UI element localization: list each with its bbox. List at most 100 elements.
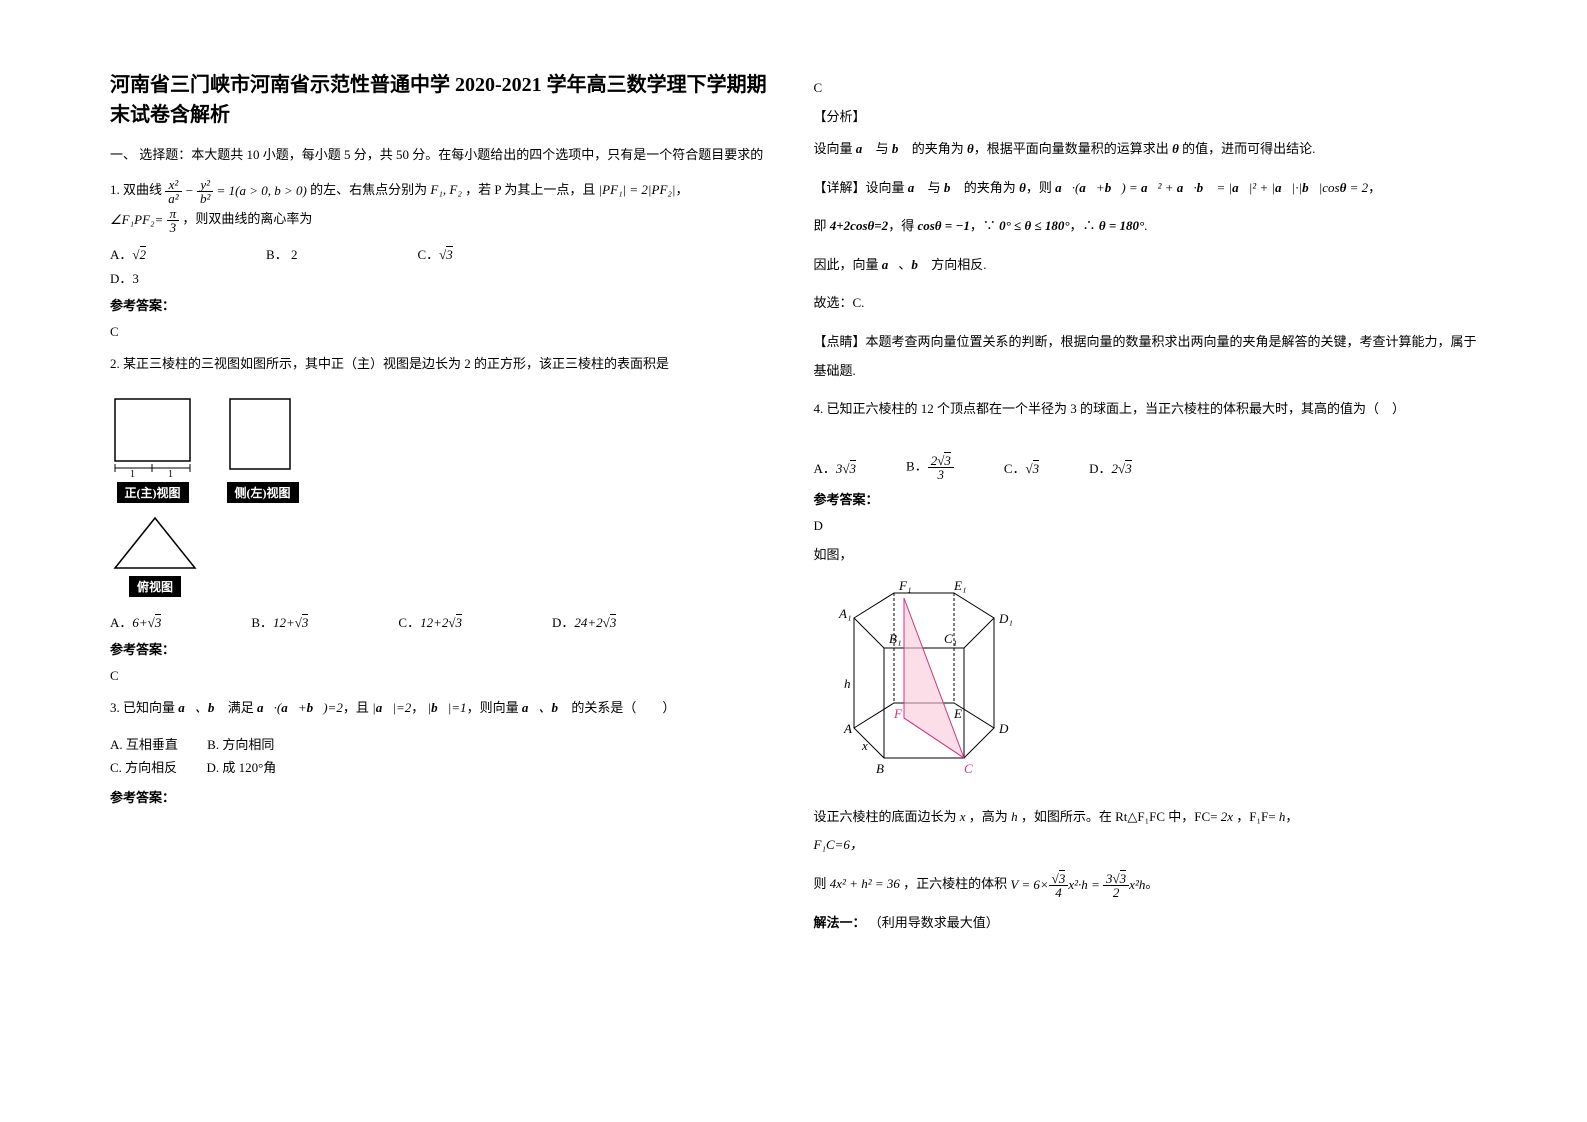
svg-text:C: C — [964, 761, 973, 776]
q1-suffix: ，则双曲线的离心率为 — [182, 211, 312, 226]
three-views-figure: 1 1 正(主)视图 侧(左)视图 俯视图 — [110, 394, 774, 597]
front-view: 1 1 正(主)视图 — [110, 394, 195, 503]
front-view-label: 正(主)视图 — [117, 482, 189, 503]
q2-optA: A．6+√3 — [110, 612, 161, 631]
view-row-bottom: 俯视图 — [110, 513, 774, 597]
q3-cond2: |a⃗|=2 — [372, 700, 411, 715]
q3-detail: 【详解】设向量 a⃗ 与 b⃗ 的夹角为 θ，则 a⃗·(a⃗+b⃗) = a⃗… — [814, 174, 1478, 203]
q1-formula: x²a² − y²b² = 1(a > 0, b > 0) — [165, 177, 307, 206]
svg-text:D₁: D₁ — [998, 611, 1013, 626]
answer-label-4: 参考答案： — [814, 489, 1478, 508]
q4-optB: B．2√33 — [906, 454, 954, 481]
document-title: 河南省三门峡市河南省示范性普通中学 2020-2021 学年高三数学理下学期期末… — [110, 70, 774, 130]
q1-cond1: |PF₁| = 2|PF₂| — [599, 182, 676, 197]
q2-optC: C．12+2√3 — [398, 612, 462, 631]
q3-optB: B. 方向相同 — [207, 737, 274, 752]
q2-optD: D．24+2√3 — [552, 612, 616, 631]
q1-optA: A．√2 — [110, 244, 146, 263]
point-label: 【点睛】 — [814, 334, 866, 349]
side-view-label: 侧(左)视图 — [227, 482, 299, 503]
method1-text: （利用导数求最大值） — [869, 915, 999, 930]
q3-formula1: a⃗·(a⃗+b⃗) = a⃗² + a⃗·b⃗ = |a⃗|² + |a⃗|·… — [1055, 180, 1368, 195]
q1-optD: D．3 — [110, 268, 774, 287]
q3-optA: A. 互相垂直 — [110, 737, 178, 752]
q2-answer: C — [110, 668, 774, 684]
side-view: 侧(左)视图 — [225, 394, 300, 503]
volume-text: ，正六棱柱的体积 — [903, 876, 1007, 891]
then-label: 则 — [814, 876, 827, 891]
q1-middle: 的左、右焦点分别为 — [310, 182, 427, 197]
desc-f1f: ，F₁F= — [1236, 809, 1275, 824]
svg-text:B₁: B₁ — [889, 631, 901, 646]
svg-text:h: h — [844, 676, 851, 691]
q1-optC: C．√3 — [417, 244, 452, 263]
question-1: 1. 双曲线 x²a² − y²b² = 1(a > 0, b > 0) 的左、… — [110, 176, 774, 235]
desc-mid: ，高为 — [969, 809, 1008, 824]
q1-prefix: 1. 双曲线 — [110, 182, 162, 197]
method1-label: 解法一： — [814, 915, 866, 930]
q1-middle2: ，若 P 为其上一点，且 — [465, 182, 595, 197]
q3-prefix: 3. 已知向量 — [110, 700, 175, 715]
q2-optB: B．12+√3 — [251, 612, 308, 631]
svg-text:E: E — [953, 706, 962, 721]
top-view-label: 俯视图 — [129, 576, 181, 597]
svg-text:A₁: A₁ — [838, 606, 851, 621]
top-view-svg — [110, 513, 200, 573]
svg-text:C₁: C₁ — [944, 631, 957, 646]
q4-intro: 如图， — [814, 544, 1478, 563]
q4-optC: C．√3 — [1004, 458, 1039, 477]
q1-options: A．√2 B． 2 C．√3 — [110, 244, 774, 263]
svg-text:D: D — [998, 721, 1009, 736]
detail-label: 【详解】 — [814, 180, 866, 195]
svg-text:F: F — [893, 706, 903, 721]
svg-text:x: x — [861, 738, 868, 753]
q3-answer: C — [814, 80, 1478, 96]
svg-text:E₁: E₁ — [953, 578, 966, 593]
top-view: 俯视图 — [110, 513, 200, 597]
answer-label-2: 参考答案： — [110, 639, 774, 658]
q4-desc: 设正六棱柱的底面边长为 x ，高为 h ，如图所示。在 Rt△F₁FC 中，FC… — [814, 803, 1478, 860]
answer-label-3: 参考答案： — [110, 787, 774, 806]
q4-options: A．3√3 B．2√33 C．√3 D．2√3 — [814, 454, 1478, 481]
q1-optB: B． 2 — [266, 244, 297, 263]
q3-optD: D. 成 120°角 — [206, 760, 276, 775]
svg-text:A: A — [843, 721, 852, 736]
point-text: 本题考查两向量位置关系的判断，根据向量的数量积求出两向量的夹角是解答的关键，考查… — [814, 334, 1477, 378]
q3-analysis-line1: 设向量 a⃗ 与 b⃗ 的夹角为 θ，根据平面向量数量积的运算求出 θ 的值，进… — [814, 135, 1478, 164]
q3-options: A. 互相垂直 B. 方向相同 C. 方向相反 D. 成 120°角 — [110, 733, 774, 780]
left-column: 河南省三门峡市河南省示范性普通中学 2020-2021 学年高三数学理下学期期末… — [90, 70, 794, 1052]
q3-analysis-label: 【分析】 — [814, 106, 1478, 125]
question-2: 2. 某正三棱柱的三视图如图所示，其中正（主）视图是边长为 2 的正方形，该正三… — [110, 350, 774, 379]
q3-point: 【点睛】本题考查两向量位置关系的判断，根据向量的数量积求出两向量的夹角是解答的关… — [814, 328, 1478, 385]
desc-after: ，如图所示。在 Rt△F₁FC 中，FC= — [1021, 809, 1218, 824]
q3-line4: 故选：C. — [814, 289, 1478, 318]
q4-optD: D．2√3 — [1089, 458, 1132, 477]
q2-options: A．6+√3 B．12+√3 C．12+2√3 D．24+2√3 — [110, 612, 774, 631]
answer-label-1: 参考答案： — [110, 295, 774, 314]
q4-equation: 则 4x² + h² = 36 ，正六棱柱的体积 V = 6×√34x²·h =… — [814, 870, 1478, 899]
q1-answer: C — [110, 324, 774, 340]
q1-foci: F₁, F₂ — [430, 182, 461, 197]
q3-line2: 即 4+2cosθ=2，得 cosθ = −1，∵ 0° ≤ θ ≤ 180°，… — [814, 212, 1478, 241]
svg-text:1: 1 — [130, 469, 135, 479]
svg-text:F₁: F₁ — [898, 578, 911, 593]
q3-line3: 因此，向量 a⃗、b⃗ 方向相反. — [814, 251, 1478, 280]
svg-text:B: B — [876, 761, 884, 776]
f1c: F₁C=6， — [814, 837, 863, 852]
q3-cond1: a⃗·(a⃗+b⃗)=2 — [257, 700, 343, 715]
desc-pre: 设正六棱柱的底面边长为 — [814, 809, 957, 824]
q1-angle: ∠F₁PF₂= π3 — [110, 206, 179, 235]
front-view-svg: 1 1 — [110, 394, 195, 479]
hexagonal-prism-figure: F₁ E₁ A₁ D₁ B₁ C₁ F E A D B C h x — [814, 578, 1478, 788]
q3-cond3: |b⃗|=1 — [428, 700, 467, 715]
q3-middle: 满足 — [228, 700, 254, 715]
right-column: C 【分析】 设向量 a⃗ 与 b⃗ 的夹角为 θ，根据平面向量数量积的运算求出… — [794, 70, 1498, 1052]
section-heading: 一、 选择题：本大题共 10 小题，每小题 5 分，共 50 分。在每小题给出的… — [110, 145, 774, 166]
question-4: 4. 已知正六棱柱的 12 个顶点都在一个半径为 3 的球面上，当正六棱柱的体积… — [814, 395, 1478, 424]
volume-formula: V = 6×√34x²·h = 3√32x²h — [1010, 871, 1145, 900]
side-view-svg — [225, 394, 300, 479]
q4-answer: D — [814, 518, 1478, 534]
q4-method1: 解法一： （利用导数求最大值） — [814, 909, 1478, 938]
q3-vecs: a⃗、b⃗ — [178, 700, 224, 715]
svg-text:1: 1 — [168, 469, 173, 479]
